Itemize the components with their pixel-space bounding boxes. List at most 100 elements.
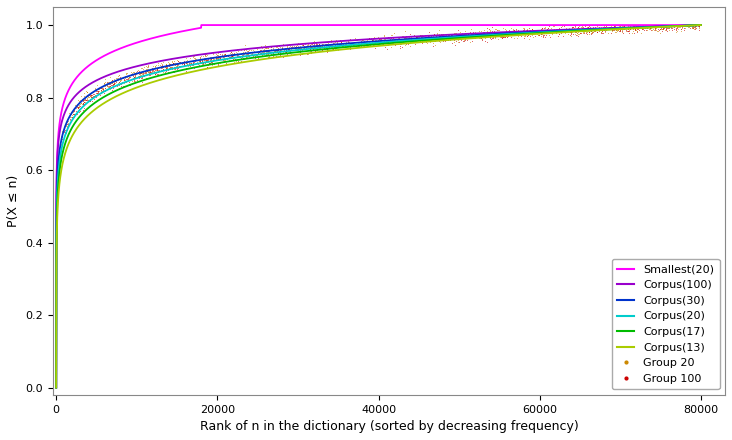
Group 20: [463, 33, 474, 40]
Group 20: [155, 62, 167, 70]
Corpus(13): [327, 48, 336, 53]
Group 20: [548, 22, 559, 29]
Group 20: [442, 37, 454, 44]
Group 100: [650, 22, 662, 29]
Group 100: [521, 33, 533, 40]
Group 100: [316, 40, 328, 48]
Group 20: [169, 62, 181, 69]
Group 20: [107, 78, 119, 85]
Group 100: [496, 30, 508, 37]
Group 100: [467, 31, 479, 38]
Group 100: [508, 26, 520, 33]
Group 20: [542, 24, 554, 31]
Group 20: [239, 42, 251, 49]
Group 100: [239, 49, 251, 56]
Group 20: [595, 22, 607, 29]
Group 20: [94, 84, 105, 92]
Group 100: [171, 62, 182, 69]
Group 100: [187, 59, 199, 66]
Group 20: [130, 69, 142, 76]
Group 100: [60, 129, 72, 136]
Group 20: [217, 51, 229, 58]
Group 100: [668, 24, 680, 31]
Group 20: [566, 24, 578, 31]
Group 20: [650, 22, 662, 29]
Group 20: [283, 45, 295, 52]
Group 20: [440, 35, 452, 42]
Group 20: [190, 59, 202, 66]
Group 100: [336, 42, 348, 49]
Group 100: [141, 69, 152, 76]
Group 20: [399, 41, 411, 48]
Group 20: [373, 33, 384, 40]
Group 20: [261, 50, 273, 57]
Group 100: [605, 24, 616, 31]
Group 20: [89, 92, 101, 99]
Group 20: [171, 59, 182, 66]
Group 100: [402, 35, 414, 42]
Group 20: [362, 39, 373, 46]
Group 100: [477, 28, 489, 35]
Group 100: [307, 45, 318, 52]
Group 20: [72, 104, 84, 111]
Group 20: [635, 29, 647, 37]
Group 100: [315, 41, 327, 48]
Group 20: [386, 38, 398, 45]
Group 100: [160, 65, 171, 72]
Group 100: [97, 85, 109, 92]
Group 20: [650, 27, 662, 34]
Group 20: [136, 69, 148, 76]
Group 20: [326, 41, 337, 48]
Group 100: [168, 68, 180, 75]
Group 100: [284, 44, 296, 51]
Group 20: [563, 31, 575, 38]
Group 20: [565, 26, 577, 33]
Group 100: [437, 35, 449, 42]
Group 20: [687, 24, 698, 31]
Group 100: [267, 48, 279, 55]
Group 100: [434, 33, 446, 40]
Group 100: [376, 39, 388, 46]
Group 20: [607, 26, 619, 33]
Group 20: [512, 32, 524, 39]
Group 20: [274, 47, 286, 54]
Group 100: [165, 61, 176, 68]
Group 100: [353, 43, 365, 50]
Group 100: [136, 78, 148, 85]
Group 20: [135, 71, 146, 78]
Group 20: [459, 34, 471, 41]
Group 100: [271, 46, 283, 53]
Group 20: [474, 35, 486, 42]
Group 100: [152, 68, 164, 75]
Group 100: [550, 26, 562, 33]
Group 100: [521, 27, 533, 34]
Group 100: [220, 59, 231, 66]
Group 20: [522, 29, 534, 36]
Corpus(13): [52, 385, 61, 390]
Group 20: [442, 34, 454, 41]
Group 100: [568, 25, 580, 32]
Group 100: [171, 65, 183, 72]
Group 20: [366, 39, 378, 46]
Group 100: [591, 29, 603, 36]
Group 20: [56, 133, 67, 140]
Group 20: [405, 35, 417, 42]
Group 100: [644, 25, 656, 32]
Group 100: [477, 33, 489, 40]
Group 100: [616, 28, 628, 35]
Group 20: [395, 33, 406, 40]
Group 100: [428, 31, 440, 38]
Group 100: [609, 26, 621, 33]
Group 20: [203, 59, 215, 66]
Group 100: [444, 36, 456, 43]
Group 20: [576, 25, 588, 32]
Group 100: [580, 22, 591, 29]
Group 100: [212, 60, 223, 67]
Group 20: [471, 32, 482, 39]
Group 20: [679, 22, 691, 29]
Group 100: [105, 83, 116, 90]
Group 20: [676, 25, 687, 32]
Group 20: [565, 25, 577, 32]
Group 100: [680, 22, 692, 29]
Group 20: [511, 31, 523, 38]
